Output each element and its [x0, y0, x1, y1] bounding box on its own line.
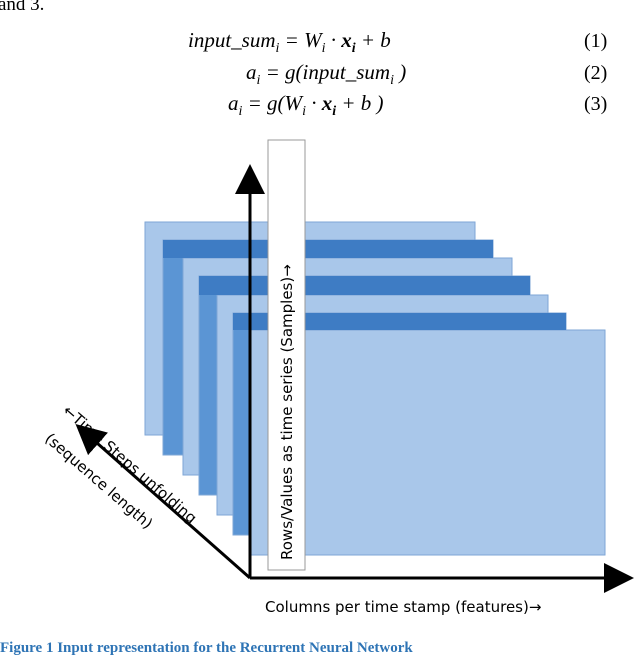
layers	[144, 221, 606, 556]
layer-edge	[233, 313, 566, 330]
eq-part: i	[332, 104, 337, 120]
eq-part: + b	[355, 28, 391, 52]
diagonal-axis	[75, 424, 251, 580]
eq-part: i	[351, 41, 356, 57]
eq-part: )	[393, 60, 407, 84]
equation: ai = g(input_sumi )	[246, 60, 406, 89]
eq-part: i	[238, 104, 243, 120]
eq-part: i	[275, 41, 280, 57]
text-fragment: and 3.	[0, 0, 45, 15]
equation: ai = g(Wi · xi + b )	[228, 91, 384, 120]
layer	[249, 329, 606, 556]
vertical-axis-label: Rows/Values as time series (Samples)→	[278, 264, 296, 560]
figure: Rows/Values as time series (Samples)→ ←T…	[41, 139, 634, 616]
equation: input_sumi = Wi · xi + b	[188, 28, 391, 57]
eq-part: i	[390, 73, 394, 89]
eq-part: a	[228, 91, 239, 115]
eq-part: ·	[325, 28, 342, 52]
caption: Figure 1 Input representation for the Re…	[0, 640, 413, 656]
horizontal-axis-label: Columns per time stamp (features)→	[265, 598, 541, 616]
eq-part: i	[321, 41, 326, 57]
label-box	[267, 139, 306, 571]
eq-part: = W	[279, 28, 322, 52]
eq-part: ·	[305, 91, 322, 115]
eq-part: = g(W	[242, 91, 303, 115]
eq-part: input_sum	[188, 28, 276, 52]
equation-number: (3)	[584, 93, 608, 115]
eq-part: x	[341, 28, 352, 52]
eq-part: = g(input_sum	[260, 60, 391, 84]
eq-part: a	[246, 60, 257, 84]
equation-number: (2)	[584, 62, 608, 84]
eq-part: i	[302, 104, 306, 120]
eq-part: x	[321, 91, 333, 115]
eq-part: + b )	[336, 91, 384, 115]
eq-part: i	[256, 73, 261, 89]
layer-edge	[163, 240, 493, 258]
equation-number: (1)	[584, 30, 608, 52]
